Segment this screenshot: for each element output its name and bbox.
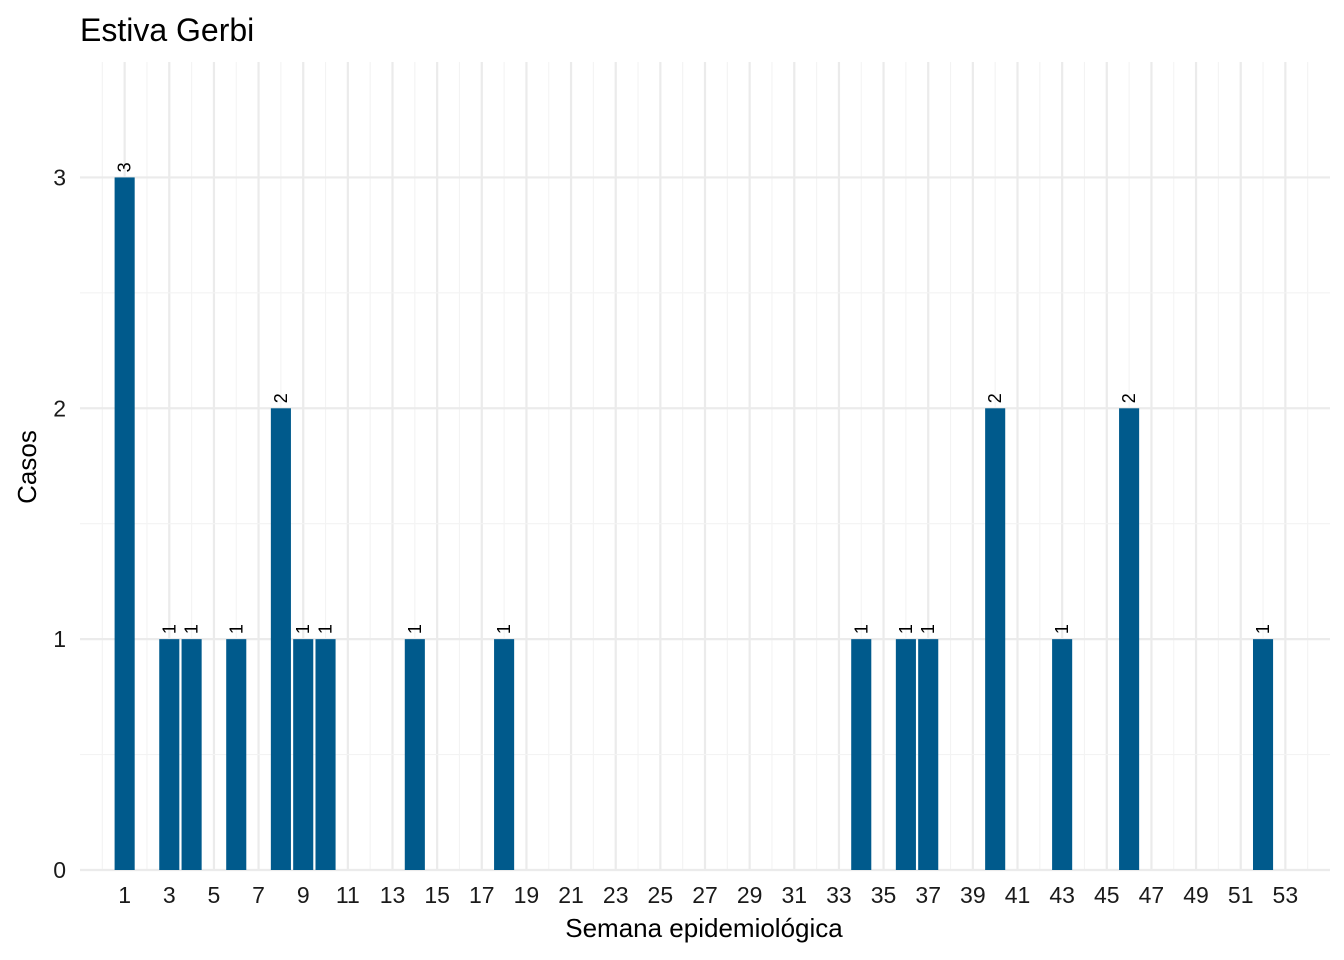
- bar-value-label: 2: [271, 393, 291, 403]
- bar-value-label: 1: [1052, 624, 1072, 634]
- x-tick-label: 41: [1005, 882, 1031, 908]
- bar-value-label: 1: [1253, 624, 1273, 634]
- bar-value-label: 1: [918, 624, 938, 634]
- x-tick-label: 29: [737, 882, 763, 908]
- x-tick-label: 43: [1049, 882, 1075, 908]
- x-tick-label: 47: [1139, 882, 1165, 908]
- y-axis-title: Casos: [12, 430, 42, 504]
- x-tick-label: 39: [960, 882, 986, 908]
- x-tick-label: 31: [781, 882, 807, 908]
- x-tick-label: 1: [118, 882, 131, 908]
- x-tick-label: 7: [252, 882, 265, 908]
- bar-value-label: 1: [405, 624, 425, 634]
- bar-value-label: 1: [293, 624, 313, 634]
- bar: [293, 639, 314, 870]
- x-tick-label: 15: [424, 882, 450, 908]
- y-tick-label: 0: [53, 857, 66, 883]
- x-tick-label: 35: [871, 882, 897, 908]
- bar: [918, 639, 939, 870]
- bar: [985, 408, 1006, 870]
- bar-value-label: 1: [851, 624, 871, 634]
- bar: [226, 639, 247, 870]
- x-tick-label: 49: [1183, 882, 1209, 908]
- bar: [270, 408, 291, 870]
- x-tick-label: 17: [469, 882, 495, 908]
- y-tick-label: 1: [53, 626, 66, 652]
- bar: [315, 639, 336, 870]
- x-tick-label: 27: [692, 882, 718, 908]
- bar-value-label: 2: [985, 393, 1005, 403]
- bar-value-label: 1: [494, 624, 514, 634]
- grid: [80, 62, 1330, 872]
- bars: [114, 177, 1274, 870]
- bar-value-label: 3: [115, 162, 135, 172]
- x-tick-label: 19: [514, 882, 540, 908]
- y-tick-label: 3: [53, 164, 66, 190]
- bar-value-label: 1: [226, 624, 246, 634]
- chart-title: Estiva Gerbi: [80, 12, 254, 48]
- bar: [1119, 408, 1140, 870]
- y-tick-label: 2: [53, 395, 66, 421]
- bar: [181, 639, 202, 870]
- x-axis-ticks: 1 3 5 7 9 11 13 15 17 19 21 23 25 27 29 31 33 35 37 39 41 43 4…: [118, 882, 1298, 908]
- x-tick-label: 3: [163, 882, 176, 908]
- x-tick-label: 21: [558, 882, 584, 908]
- bar: [159, 639, 180, 870]
- x-tick-label: 37: [915, 882, 941, 908]
- bar-value-label: 1: [182, 624, 202, 634]
- x-tick-label: 51: [1228, 882, 1254, 908]
- bar: [114, 177, 135, 870]
- x-tick-label: 33: [826, 882, 852, 908]
- x-tick-label: 23: [603, 882, 629, 908]
- x-tick-label: 5: [208, 882, 221, 908]
- bar-value-label: 1: [159, 624, 179, 634]
- x-tick-label: 11: [336, 882, 360, 908]
- y-axis-ticks: 0 1 2 3: [53, 164, 66, 883]
- bar: [851, 639, 872, 870]
- bar-value-label: 1: [316, 624, 336, 634]
- bar: [1052, 639, 1073, 870]
- x-tick-label: 13: [380, 882, 406, 908]
- x-tick-label: 9: [297, 882, 310, 908]
- x-tick-label: 45: [1094, 882, 1120, 908]
- bar: [895, 639, 916, 870]
- bar: [494, 639, 515, 870]
- bar-value-label: 2: [1119, 393, 1139, 403]
- bar-value-label: 1: [896, 624, 916, 634]
- x-axis-title: Semana epidemiológica: [565, 913, 843, 943]
- x-tick-label: 53: [1273, 882, 1299, 908]
- x-tick-label: 25: [648, 882, 674, 908]
- bar: [1252, 639, 1274, 870]
- bar: [404, 639, 425, 870]
